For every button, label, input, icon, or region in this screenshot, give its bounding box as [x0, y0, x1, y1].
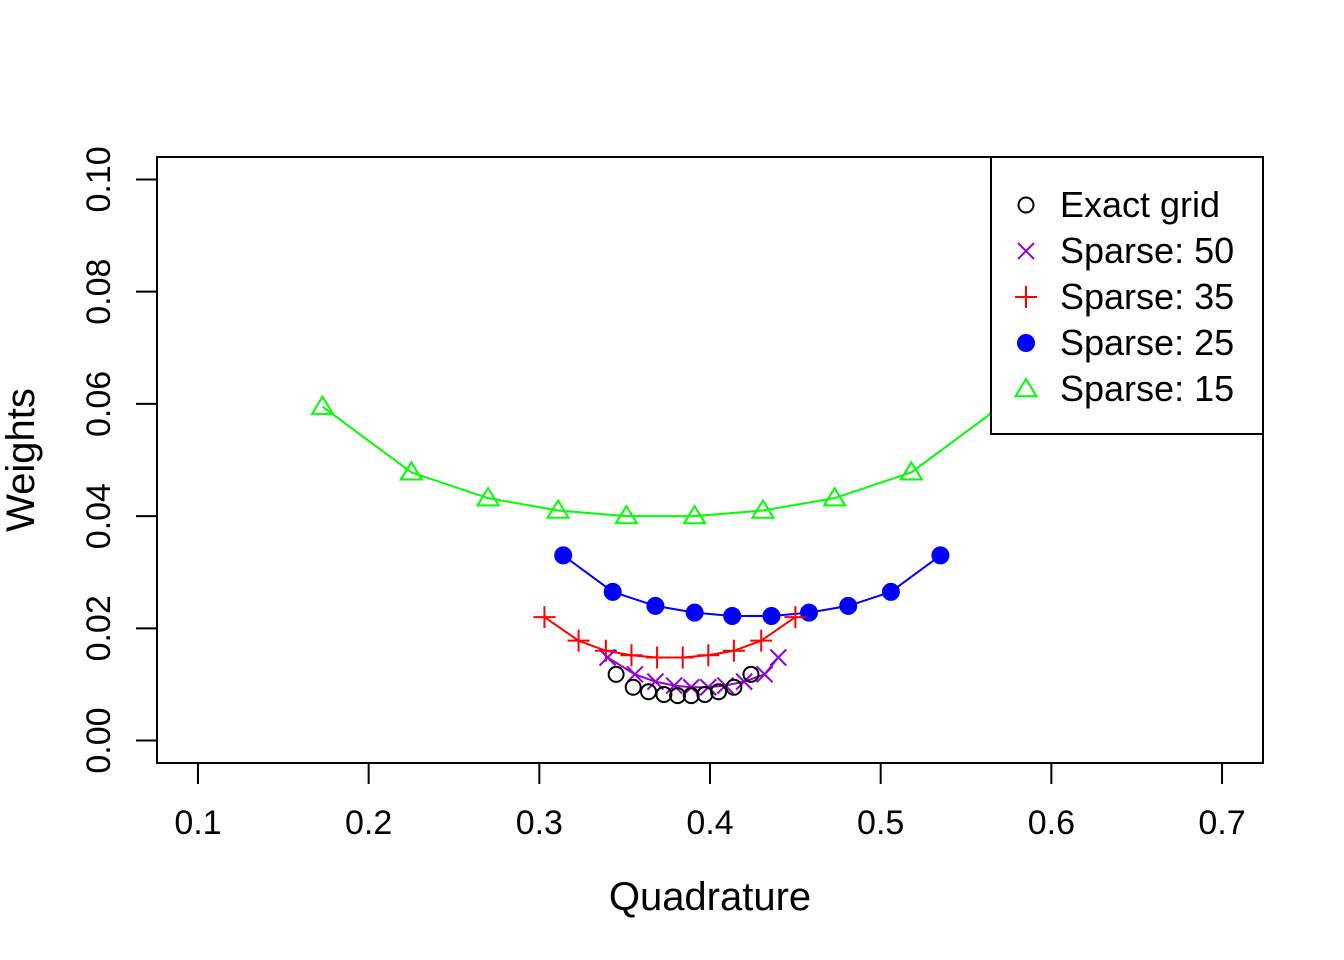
data-point — [624, 678, 642, 696]
legend-label: Exact grid — [1060, 184, 1220, 225]
data-point — [723, 606, 742, 625]
x-tick-label: 0.2 — [345, 804, 392, 842]
legend-marker — [1017, 242, 1035, 260]
data-point — [545, 498, 571, 519]
data-point — [881, 582, 900, 601]
x-tick-label: 0.3 — [516, 804, 563, 842]
data-point — [685, 603, 704, 622]
y-tick-label: 0.06 — [80, 371, 118, 437]
legend-marker — [1017, 334, 1035, 352]
data-point — [839, 596, 858, 615]
legend-box — [990, 156, 1264, 435]
data-point — [614, 504, 639, 525]
data-point — [750, 498, 776, 519]
legend-item: Exact grid — [1017, 184, 1220, 225]
series-line — [321, 405, 1001, 518]
series-line — [562, 554, 942, 617]
x-tick-label: 0.1 — [174, 804, 221, 842]
series-sparse-15 — [310, 394, 1013, 525]
data-point — [646, 646, 669, 669]
data-point — [799, 603, 818, 622]
series-layer — [310, 394, 1013, 705]
series-sparse-25 — [554, 546, 950, 625]
x-tick-label: 0.6 — [1028, 804, 1075, 842]
y-tick-label: 0.08 — [80, 259, 118, 325]
legend-marker — [1013, 377, 1039, 398]
series-line — [543, 616, 796, 659]
data-point — [655, 686, 673, 704]
x-tick-label: 0.7 — [1198, 804, 1245, 842]
x-tick-label: 0.4 — [686, 804, 733, 842]
data-point — [310, 394, 335, 415]
y-axis: 0.00 0.02 0.04 0.06 0.08 0.10 — [80, 146, 158, 774]
data-point — [742, 665, 760, 683]
series-sparse-35 — [533, 606, 807, 669]
x-axis: 0.1 0.2 0.3 0.4 0.5 0.6 0.7 — [174, 762, 1246, 842]
data-point — [567, 629, 590, 652]
data-point — [822, 486, 847, 507]
data-point — [735, 672, 753, 691]
legend-item: Sparse: 15 — [1013, 368, 1234, 409]
data-point — [899, 460, 924, 481]
data-point — [598, 648, 617, 667]
data-point — [671, 646, 694, 669]
data-point — [769, 648, 787, 667]
legend-item: Sparse: 25 — [1017, 322, 1234, 363]
data-point — [682, 687, 700, 705]
data-point — [607, 665, 625, 683]
data-point — [755, 665, 774, 684]
data-point — [646, 596, 665, 615]
data-point — [620, 644, 643, 667]
series-line — [607, 656, 780, 689]
data-point — [665, 676, 683, 695]
data-point — [640, 683, 658, 701]
data-point — [710, 683, 728, 701]
data-point — [533, 606, 556, 629]
y-tick-label: 0.02 — [80, 595, 118, 661]
legend-items: Exact grid Sparse: 50 Sparse: 35 Sparse: 25… — [1013, 184, 1234, 409]
data-point — [762, 606, 781, 625]
data-point — [682, 504, 707, 525]
data-point — [603, 582, 622, 601]
data-point — [399, 460, 424, 481]
x-axis-title: Quadrature — [609, 875, 811, 919]
data-point — [931, 546, 950, 565]
data-point — [475, 486, 501, 507]
series-exact-grid — [607, 665, 760, 705]
y-tick-label: 0.04 — [80, 483, 118, 549]
legend-item: Sparse: 35 — [1015, 276, 1234, 317]
data-point — [697, 644, 720, 667]
legend-marker — [1017, 196, 1035, 214]
y-axis-title: Weights — [0, 388, 43, 532]
y-tick-label: 0.10 — [80, 146, 118, 212]
legend-label: Sparse: 25 — [1060, 322, 1234, 363]
legend-marker — [1015, 286, 1037, 308]
legend-label: Sparse: 15 — [1060, 368, 1234, 409]
legend-label: Sparse: 35 — [1060, 276, 1234, 317]
data-point — [725, 678, 743, 696]
legend-label: Sparse: 50 — [1060, 230, 1234, 271]
data-point — [554, 546, 573, 565]
data-point — [750, 629, 773, 652]
series-sparse-50 — [598, 648, 787, 696]
data-point — [784, 606, 807, 629]
y-tick-label: 0.00 — [80, 707, 118, 773]
x-tick-label: 0.5 — [857, 804, 904, 842]
legend-item: Sparse: 50 — [1017, 230, 1234, 271]
legend: Exact grid Sparse: 50 Sparse: 35 Sparse: 25… — [990, 156, 1264, 435]
data-point — [669, 687, 687, 705]
data-point — [722, 639, 745, 662]
